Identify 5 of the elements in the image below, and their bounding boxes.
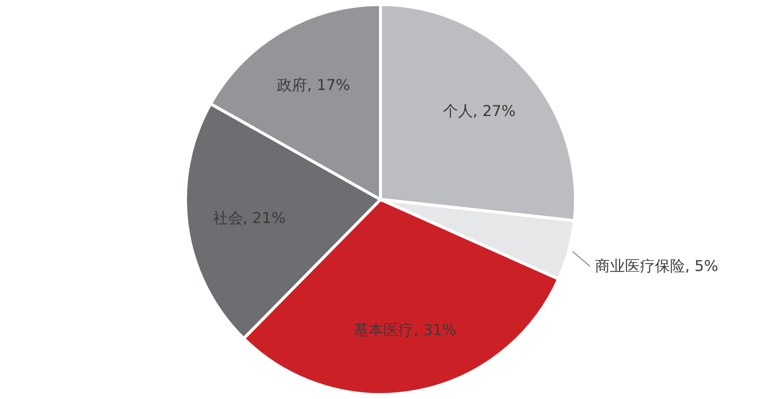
slice-label: 基本医疗, 31% xyxy=(354,320,457,339)
slice-label: 社会, 21% xyxy=(212,209,286,227)
slice-label: 商业医疗保险, 5% xyxy=(594,257,718,276)
slice-label: 政府, 17% xyxy=(277,76,350,94)
slice-label: 个人, 27% xyxy=(442,102,516,120)
